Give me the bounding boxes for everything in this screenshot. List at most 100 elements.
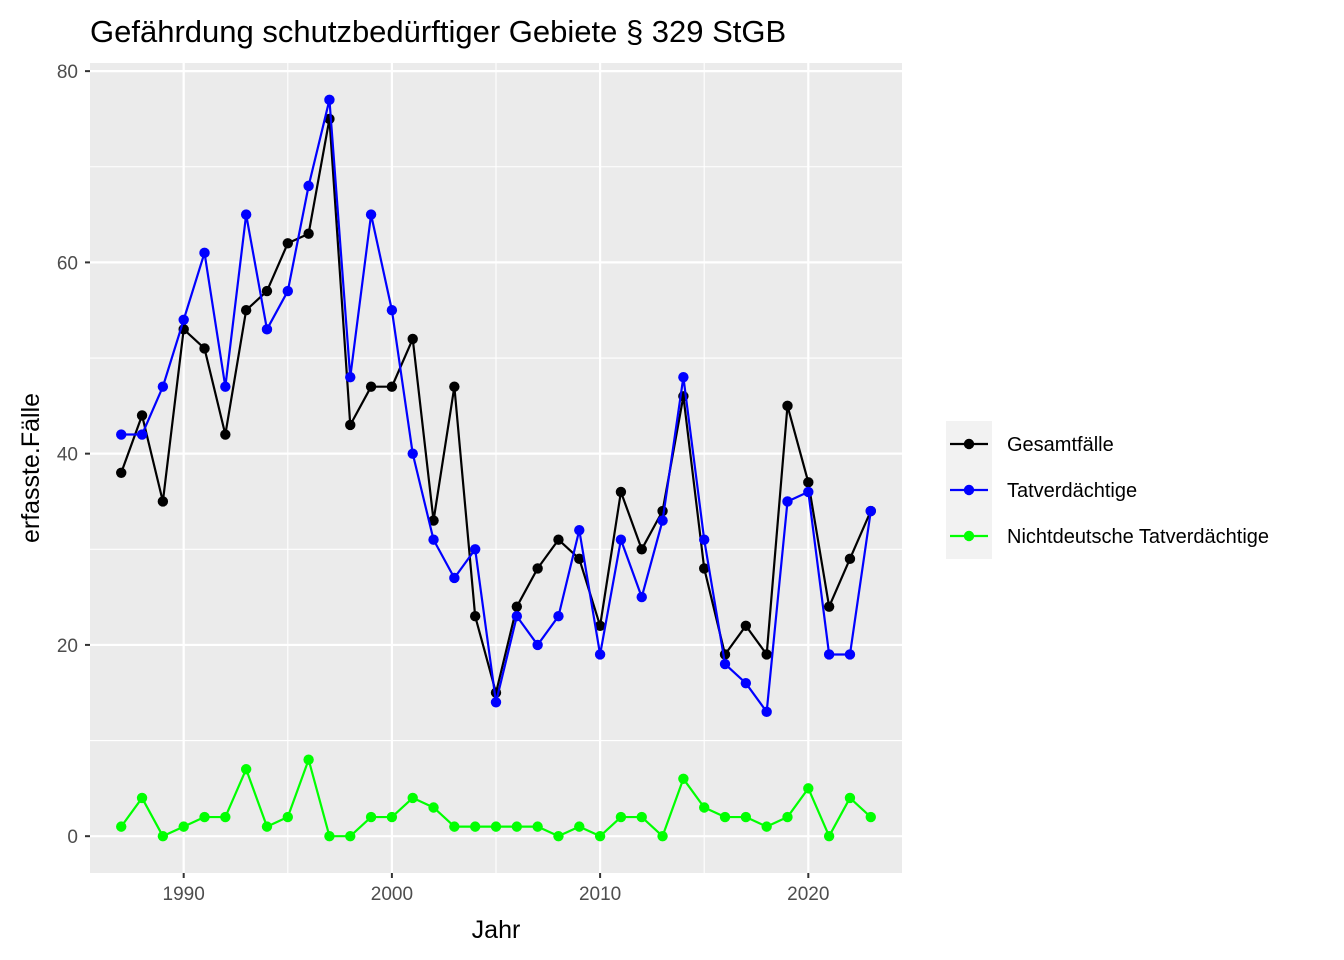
series-1-point	[511, 601, 523, 612]
series-3-point	[407, 792, 418, 804]
series-2-point	[636, 591, 647, 603]
series-3-point	[594, 830, 606, 842]
series-2-point	[449, 572, 460, 584]
series-2-point	[220, 381, 231, 392]
series-3-point	[469, 821, 481, 832]
series-2-point	[490, 697, 502, 708]
series-3-point	[365, 811, 377, 823]
y-tick-label: 20	[57, 636, 78, 657]
series-3-point	[157, 830, 169, 842]
series-2-point	[740, 677, 752, 689]
series-3-point	[511, 821, 523, 832]
legend-key-point	[963, 530, 975, 542]
series-3-point	[199, 811, 210, 823]
series-3-point	[865, 811, 876, 823]
series-3-point	[136, 792, 148, 804]
y-tick-label: 60	[57, 253, 78, 274]
legend: Gesamtfälle Tatverdächtige Nichtdeutsche T…	[946, 421, 1269, 559]
series-3-point	[740, 811, 752, 823]
series-2-point	[532, 639, 543, 651]
series-2-point	[719, 658, 731, 670]
y-tick-label: 40	[57, 445, 78, 466]
x-axis-title: Jahr	[472, 916, 521, 944]
y-tick-label: 80	[57, 62, 78, 83]
series-3-point	[678, 773, 689, 785]
series-1-point	[365, 381, 377, 392]
series-2-point	[803, 486, 814, 498]
series-1-point	[823, 601, 835, 612]
series-2-point	[365, 209, 377, 220]
series-1-point	[594, 620, 606, 631]
series-2-point	[699, 534, 710, 545]
series-2-point	[407, 448, 418, 459]
series-1-point	[553, 534, 564, 545]
series-3-point	[761, 821, 772, 832]
series-1-point	[136, 410, 148, 421]
series-2-point	[469, 544, 481, 555]
series-1-point	[282, 238, 293, 249]
series-2-point	[657, 515, 668, 526]
series-3-point	[844, 792, 856, 804]
legend-label: Tatverdächtige	[1007, 480, 1137, 502]
series-1-point	[574, 553, 585, 565]
grid-major	[90, 63, 902, 873]
series-2-point	[157, 381, 169, 392]
series-3-point	[449, 821, 460, 832]
series-1-point	[844, 553, 856, 565]
series-2-point	[782, 496, 793, 507]
x-tick-label: 2010	[579, 884, 621, 905]
legend-key-point	[963, 484, 975, 496]
series-3-point	[719, 811, 731, 823]
legend-label: Nichtdeutsche Tatverdächtige	[1007, 526, 1269, 548]
series-2-point	[823, 649, 835, 660]
series-2-point	[615, 534, 627, 545]
series-3-point	[386, 811, 398, 823]
series-1-point	[761, 649, 772, 660]
series-1-point	[803, 477, 814, 488]
series-2-point	[345, 371, 356, 383]
series-2-point	[136, 429, 148, 440]
series-1-point	[199, 343, 210, 354]
tick-labels: 1990 2000 2010 2020 0 20 40 60 80	[57, 62, 830, 905]
series-1-point	[428, 515, 439, 526]
series-3-point	[303, 754, 314, 765]
series-1-point	[303, 228, 314, 239]
series-1-point	[636, 544, 647, 555]
series-2-point	[178, 314, 189, 325]
series-1-point	[407, 333, 418, 345]
series-3-point	[116, 821, 127, 832]
series-3-point	[657, 830, 668, 842]
series-3-point	[782, 811, 793, 823]
series-2-point	[386, 305, 398, 316]
series-2-point	[844, 649, 856, 660]
series-1-point	[261, 285, 273, 297]
x-tick-label: 2000	[371, 884, 413, 905]
series-3-point	[282, 811, 293, 823]
axis-ticks	[85, 70, 810, 878]
series-1-point	[220, 429, 231, 440]
series-layer	[116, 94, 876, 842]
series-1-point	[449, 381, 460, 392]
series-1-point	[345, 419, 356, 431]
series-1-point	[782, 400, 793, 412]
x-tick-label: 1990	[163, 884, 205, 905]
series-3-point	[428, 802, 439, 813]
series-3-point	[803, 783, 814, 794]
series-2-point	[116, 429, 127, 440]
series-1-point	[615, 486, 627, 498]
grid-minor	[90, 63, 902, 873]
x-tick-label: 2020	[787, 884, 829, 905]
y-axis-title: erfasste.Fälle	[17, 393, 45, 543]
series-2-point	[761, 706, 772, 718]
series-1-point	[699, 563, 710, 574]
series-3-point	[220, 811, 231, 823]
series-2-point	[261, 324, 273, 335]
series-1-point	[532, 563, 543, 574]
series-3-point	[178, 821, 189, 832]
series-2-point	[511, 611, 523, 622]
y-tick-label: 0	[67, 827, 78, 848]
series-2-point	[865, 505, 876, 517]
series-3-point	[240, 764, 252, 775]
series-2-point	[574, 524, 585, 536]
